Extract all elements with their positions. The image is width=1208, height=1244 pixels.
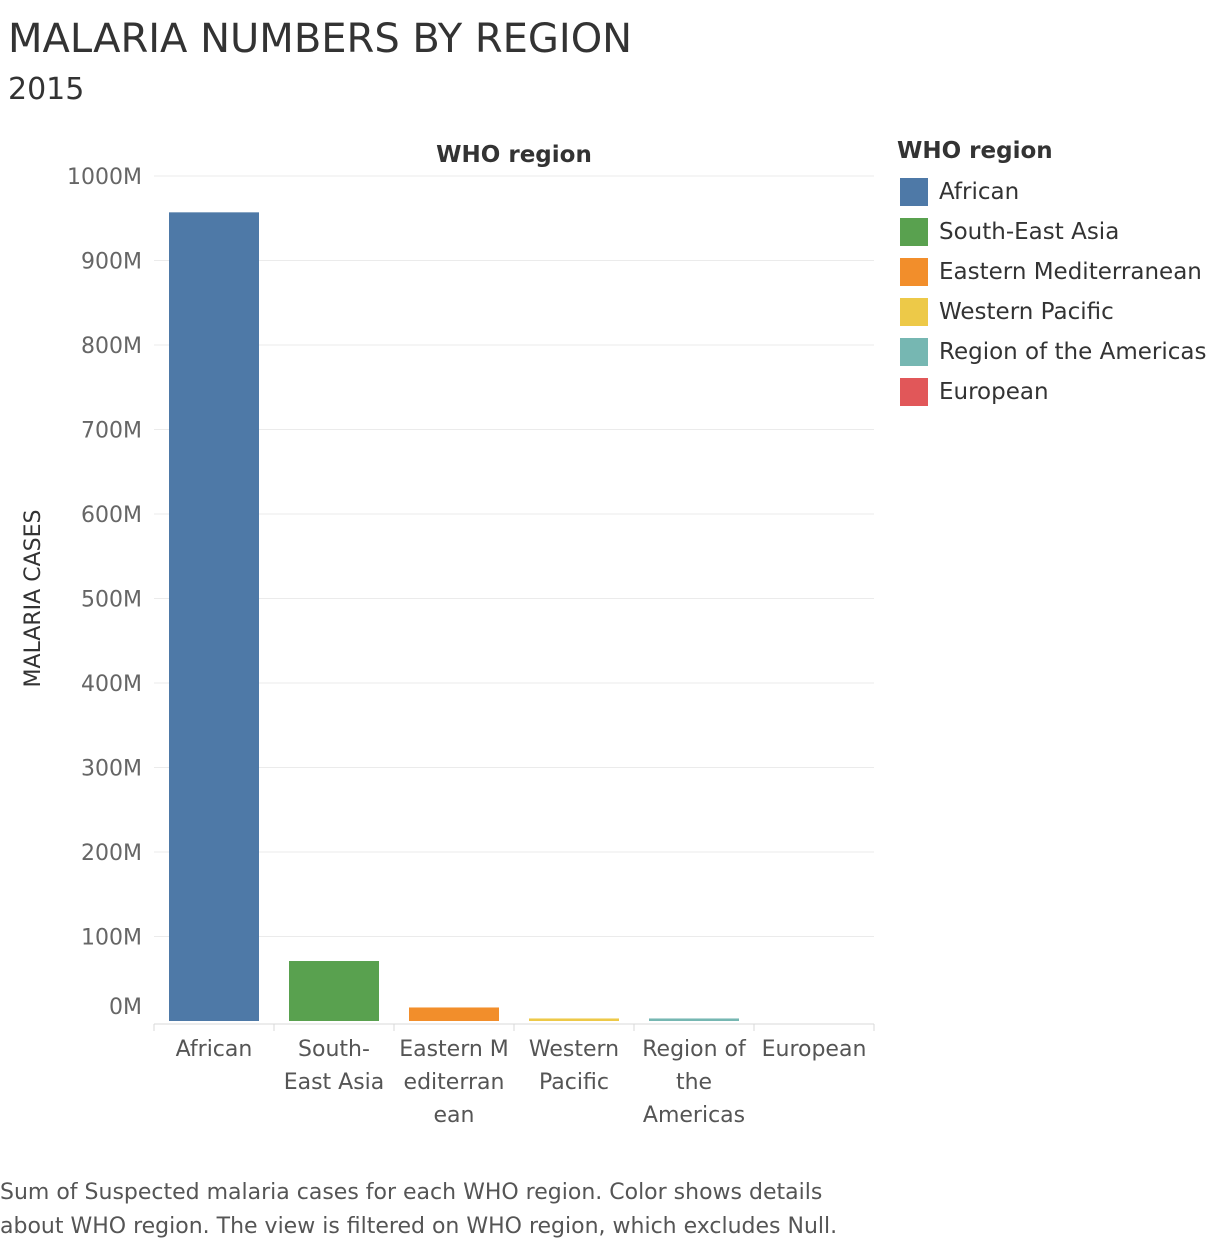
y-tick-label: 500M	[81, 588, 142, 613]
legend-swatch	[900, 258, 928, 286]
chart-subtitle: 2015	[8, 72, 85, 107]
x-tick-label: Eastern M	[399, 1037, 509, 1062]
x-tick-label: South-	[298, 1037, 370, 1062]
x-tick-label: African	[176, 1037, 253, 1062]
x-tick-label: East Asia	[284, 1070, 385, 1095]
legend-items: African South-East Asia Eastern Mediterran…	[897, 172, 1206, 412]
y-tick-label: 0M	[109, 995, 142, 1020]
y-tick-label: 100M	[81, 926, 142, 951]
legend-item[interactable]: South-East Asia	[897, 212, 1206, 252]
legend: WHO region African South-East Asia Eastern…	[897, 138, 1206, 412]
bar[interactable]	[289, 961, 379, 1021]
x-tick-label: Region of	[642, 1037, 747, 1062]
legend-label: Region of the Americas	[939, 339, 1207, 365]
caption: Sum of Suspected malaria cases for each …	[0, 1176, 1200, 1244]
y-tick-label: 800M	[81, 334, 142, 359]
legend-item[interactable]: European	[897, 372, 1206, 412]
bar[interactable]	[529, 1018, 619, 1021]
x-tick-label: ean	[434, 1103, 475, 1128]
legend-item[interactable]: Region of the Americas	[897, 332, 1206, 372]
legend-swatch	[900, 218, 928, 246]
x-tick-label: editerran	[404, 1070, 505, 1095]
legend-item[interactable]: African	[897, 172, 1206, 212]
x-tick-label: Western	[529, 1037, 619, 1062]
y-tick-label: 300M	[81, 757, 142, 782]
chart-title: MALARIA NUMBERS BY REGION	[8, 16, 633, 62]
y-tick-label: 200M	[81, 841, 142, 866]
y-tick-label: 400M	[81, 672, 142, 697]
x-tick-label: the	[676, 1070, 712, 1095]
y-tick-label: 600M	[81, 503, 142, 528]
y-axis-label: MALARIA CASES	[21, 510, 46, 688]
legend-label: South-East Asia	[939, 219, 1120, 245]
bar[interactable]	[649, 1018, 739, 1021]
bar-chart: WHO region 0M 100M 200M 300M 400M 500M 600M 700M…	[21, 142, 875, 1128]
x-tick-label: Pacific	[539, 1070, 609, 1095]
caption-line: about WHO region. The view is filtered o…	[0, 1214, 838, 1239]
y-tick-label: 1000M	[67, 165, 142, 190]
legend-label: Western Pacific	[939, 299, 1114, 325]
legend-swatch	[900, 338, 928, 366]
bar[interactable]	[169, 212, 259, 1021]
legend-swatch	[900, 178, 928, 206]
legend-label: African	[939, 179, 1020, 205]
legend-item[interactable]: Eastern Mediterranean	[897, 252, 1206, 292]
legend-swatch	[900, 298, 928, 326]
y-tick-label: 700M	[81, 419, 142, 444]
caption-line: Sum of Suspected malaria cases for each …	[0, 1180, 823, 1205]
column-header: WHO region	[436, 142, 592, 168]
legend-label: Eastern Mediterranean	[939, 259, 1202, 285]
x-tick-label: European	[762, 1037, 867, 1062]
legend-title: WHO region	[897, 138, 1053, 164]
bar[interactable]	[409, 1007, 499, 1021]
legend-swatch	[900, 378, 928, 406]
y-tick-label: 900M	[81, 250, 142, 275]
legend-item[interactable]: Western Pacific	[897, 292, 1206, 332]
legend-label: European	[939, 379, 1049, 405]
x-tick-label: Americas	[643, 1103, 745, 1128]
